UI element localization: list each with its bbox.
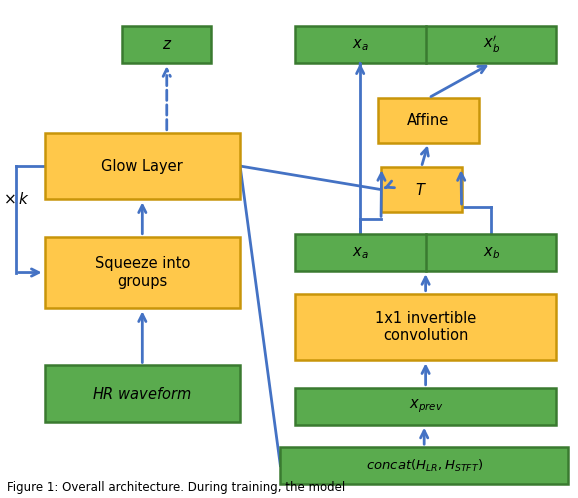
FancyBboxPatch shape <box>45 132 240 200</box>
Text: $T$: $T$ <box>416 182 427 198</box>
FancyBboxPatch shape <box>295 26 557 63</box>
Text: Affine: Affine <box>407 113 450 128</box>
Text: 1x1 invertible
convolution: 1x1 invertible convolution <box>375 311 476 343</box>
Text: $x_a$: $x_a$ <box>352 245 369 260</box>
Text: $z$: $z$ <box>162 37 172 52</box>
FancyBboxPatch shape <box>381 167 462 212</box>
FancyBboxPatch shape <box>295 293 557 361</box>
Text: Glow Layer: Glow Layer <box>102 158 183 173</box>
Text: Squeeze into
groups: Squeeze into groups <box>95 256 190 289</box>
Text: $x_a$: $x_a$ <box>352 37 369 53</box>
FancyBboxPatch shape <box>280 447 568 484</box>
Text: $\times\,k$: $\times\,k$ <box>3 191 29 208</box>
Text: $HR\ waveform$: $HR\ waveform$ <box>92 386 192 402</box>
Text: Figure 1: Overall architecture. During training, the model: Figure 1: Overall architecture. During t… <box>7 481 346 494</box>
FancyBboxPatch shape <box>45 237 240 308</box>
Text: $x_b$: $x_b$ <box>483 245 499 260</box>
FancyBboxPatch shape <box>378 98 479 142</box>
FancyBboxPatch shape <box>295 234 557 271</box>
Text: $x_{prev}$: $x_{prev}$ <box>409 397 443 415</box>
FancyBboxPatch shape <box>122 26 212 63</box>
Text: $x_b'$: $x_b'$ <box>483 34 499 55</box>
Text: $concat(H_{LR}, H_{STFT})$: $concat(H_{LR}, H_{STFT})$ <box>366 458 483 474</box>
FancyBboxPatch shape <box>295 387 557 425</box>
FancyBboxPatch shape <box>45 366 240 422</box>
